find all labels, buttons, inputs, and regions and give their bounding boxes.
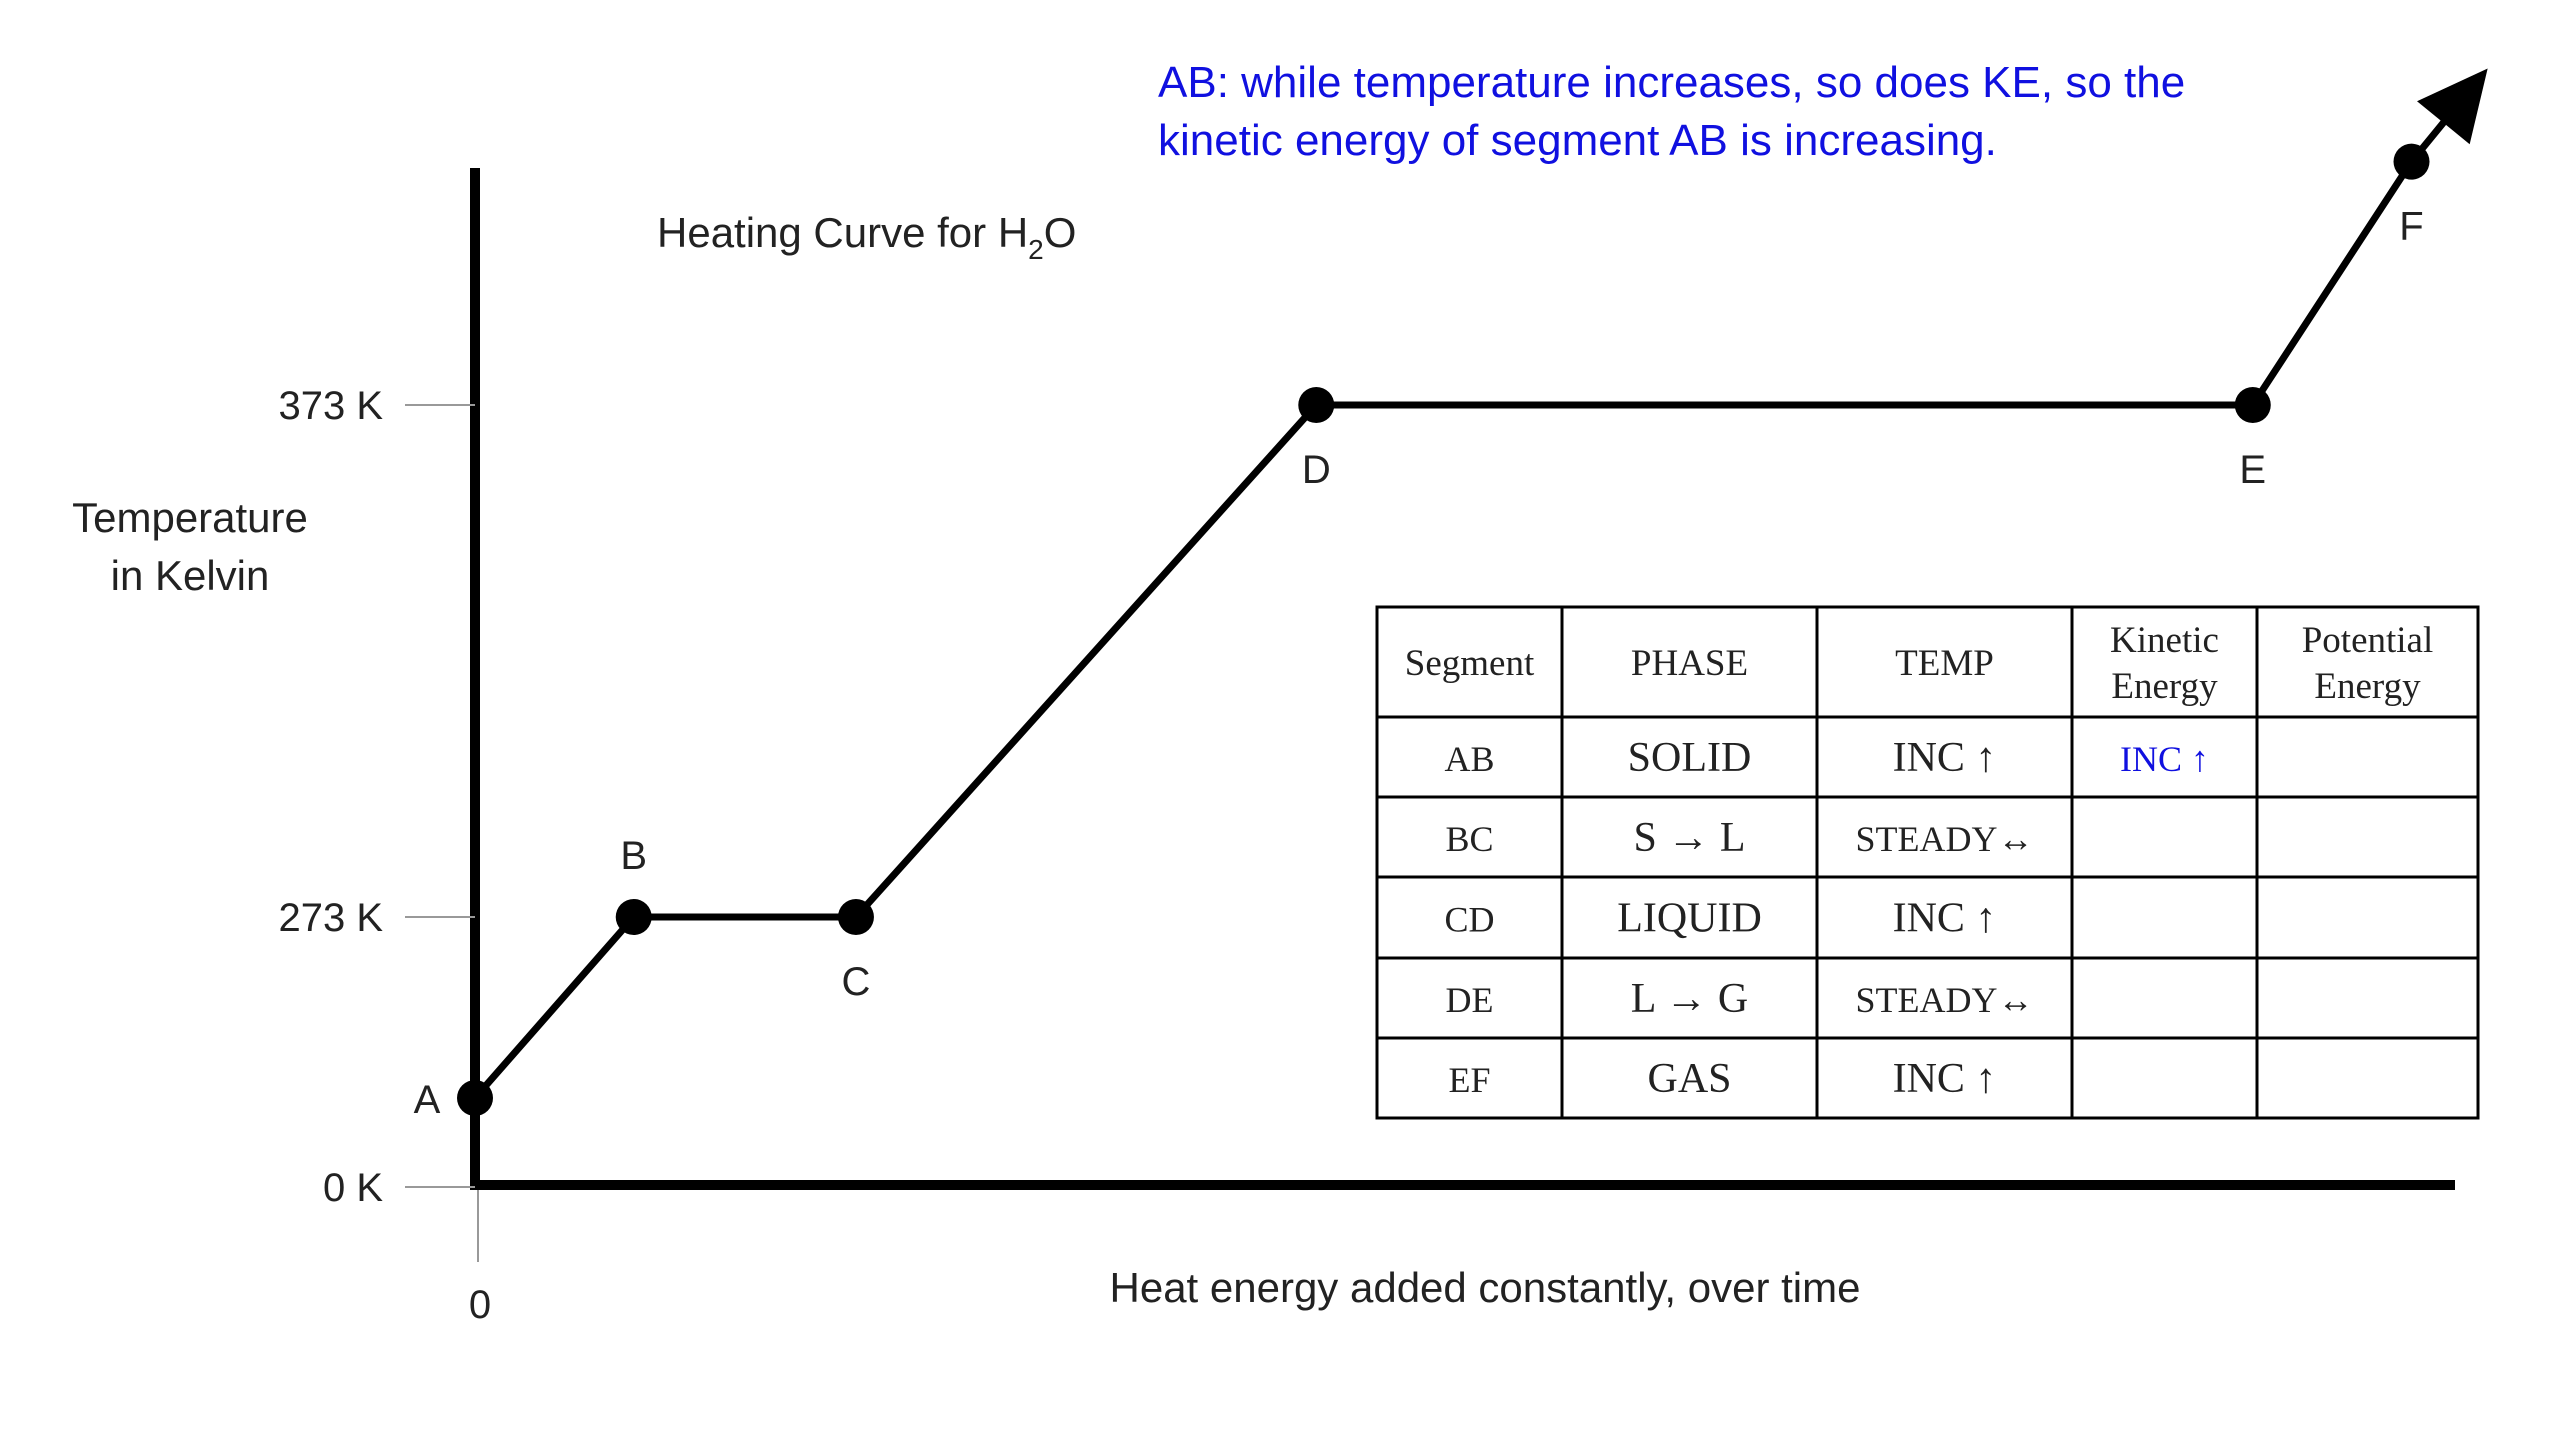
phase-table: Segment PHASE TEMP Kinetic Energy Potential En… — [1375, 605, 2480, 1120]
chart-title: Heating Curve for H2O — [657, 209, 1076, 265]
y-axis-label-line-2: in Kelvin — [111, 552, 270, 599]
table-cell-3-1: L → G — [1631, 976, 1748, 1022]
table-header-3-1: Energy — [2111, 666, 2218, 707]
chart-title-main: Heating Curve for H — [657, 209, 1028, 256]
table-cell-0-3: INC ↑ — [2120, 739, 2209, 779]
table-cell-2-1: LIQUID — [1617, 896, 1762, 942]
point-label-B: B — [620, 834, 647, 878]
y-ticks: 0 K 273 K 373 K — [278, 384, 475, 1210]
table-cell-1-0: BC — [1445, 819, 1493, 859]
chart-title-end: O — [1044, 209, 1077, 256]
table-header-3-0: Kinetic — [2110, 620, 2219, 661]
table-header-1-0: PHASE — [1631, 643, 1748, 684]
point-label-D: D — [1302, 448, 1331, 492]
x-tick-label-0: 0 — [469, 1283, 491, 1327]
table-cell-3-0: DE — [1446, 980, 1494, 1020]
y-axis-label-line-1: Temperature — [72, 494, 308, 541]
point-B — [615, 899, 652, 935]
point-E — [2234, 387, 2271, 423]
table-header-4-0: Potential — [2302, 620, 2434, 661]
y-tick-label-0: 0 K — [323, 1166, 383, 1210]
annotation-line-2: kinetic energy of segment AB is increasi… — [1158, 116, 1997, 165]
table-header-0-0: Segment — [1405, 643, 1535, 684]
point-label-C: C — [842, 960, 871, 1004]
table-header-4-1: Energy — [2314, 666, 2421, 707]
table-cell-1-1: S → L — [1633, 815, 1745, 861]
point-label-F: F — [2399, 205, 2423, 249]
annotation-line-1: AB: while temperature increases, so does… — [1158, 58, 2185, 107]
table-cell-3-2: STEADY↔ — [1856, 980, 2034, 1020]
y-tick-label-1: 273 K — [278, 896, 383, 940]
table-cell-4-1: GAS — [1647, 1056, 1731, 1102]
table-cell-4-0: EF — [1448, 1060, 1490, 1100]
point-F — [2393, 143, 2430, 180]
table-cell-0-0: AB — [1444, 739, 1494, 779]
table-header-2-0: TEMP — [1895, 643, 1994, 684]
table-cell-0-2: INC ↑ — [1893, 735, 1997, 781]
point-label-E: E — [2239, 448, 2266, 492]
table-cell-4-2: INC ↑ — [1893, 1056, 1997, 1102]
x-axis-label: Heat energy added constantly, over time — [1110, 1264, 1861, 1311]
table-cell-0-1: SOLID — [1628, 735, 1752, 781]
axes — [470, 168, 2455, 1262]
point-D — [1298, 387, 1335, 423]
point-A — [457, 1079, 493, 1116]
y-tick-label-2: 373 K — [278, 384, 383, 428]
point-C — [837, 899, 874, 935]
arrowhead — [2417, 68, 2488, 145]
table-cell-2-0: CD — [1444, 900, 1494, 940]
table-cell-1-2: STEADY↔ — [1856, 819, 2034, 859]
chart-title-subscript: 2 — [1028, 234, 1044, 265]
table-cell-2-2: INC ↑ — [1893, 896, 1997, 942]
point-label-A: A — [414, 1078, 441, 1122]
